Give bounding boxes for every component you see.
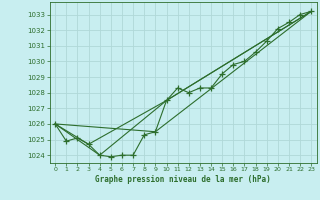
X-axis label: Graphe pression niveau de la mer (hPa): Graphe pression niveau de la mer (hPa): [95, 175, 271, 184]
